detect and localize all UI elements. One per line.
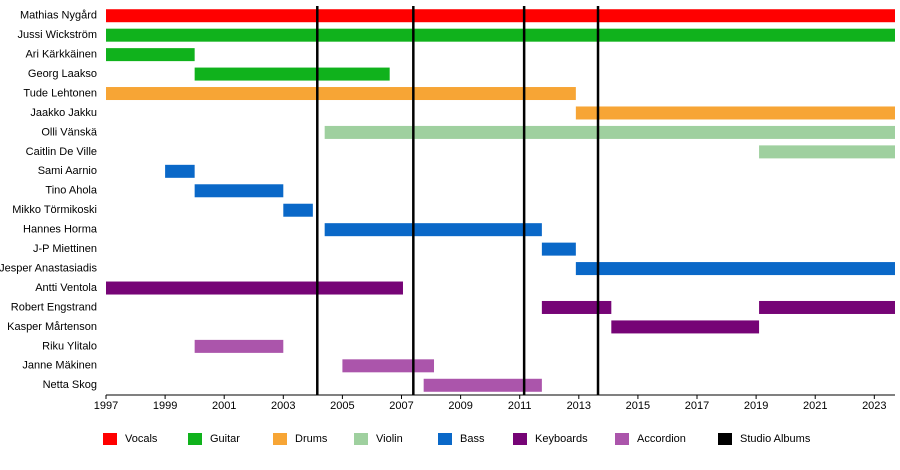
legend-swatch: [273, 433, 287, 445]
legend-label: Violin: [376, 433, 403, 445]
x-tick-label: 2019: [744, 400, 768, 412]
member-bar: [106, 48, 195, 62]
member-label: Sami Aarnio: [38, 165, 97, 177]
x-tick-label: 2007: [389, 400, 413, 412]
member-label: Robert Engstrand: [11, 301, 97, 313]
legend-label: Studio Albums: [740, 433, 811, 445]
member-bar: [611, 320, 760, 334]
member-label: Kasper Mårtenson: [7, 321, 97, 333]
legend-swatch: [354, 433, 368, 445]
member-label: Antti Ventola: [35, 282, 98, 294]
legend-label: Guitar: [210, 433, 240, 445]
member-label: Jaakko Jakku: [30, 107, 97, 119]
legend-label: Bass: [460, 433, 485, 445]
member-bar: [194, 67, 390, 81]
member-label: Janne Mäkinen: [22, 360, 97, 372]
member-label: Hannes Horma: [23, 224, 98, 236]
member-bar: [106, 281, 403, 295]
legend-label: Keyboards: [535, 433, 588, 445]
member-bar: [194, 184, 284, 198]
member-bar: [759, 300, 895, 314]
member-bar: [541, 242, 576, 256]
member-bar: [541, 300, 612, 314]
legend-label: Accordion: [637, 433, 686, 445]
member-bar: [759, 145, 895, 159]
member-bar: [283, 203, 313, 217]
member-bar: [342, 359, 435, 373]
x-tick-label: 2009: [448, 400, 472, 412]
member-bar: [165, 164, 195, 178]
member-bar: [575, 262, 895, 276]
member-label: Caitlin De Ville: [26, 146, 97, 158]
member-bar: [324, 125, 895, 139]
legend-label: Vocals: [125, 433, 158, 445]
member-label: Mikko Törmikoski: [12, 204, 97, 216]
legend-swatch: [718, 433, 732, 445]
legend-swatch: [513, 433, 527, 445]
member-label: Jussi Wickström: [18, 29, 97, 41]
x-tick-label: 2005: [330, 400, 354, 412]
x-tick-label: 2013: [567, 400, 591, 412]
legend-swatch: [438, 433, 452, 445]
x-tick-label: 2011: [508, 400, 532, 412]
member-label: Tino Ahola: [45, 185, 97, 197]
member-bar: [106, 28, 895, 42]
legend-swatch: [103, 433, 117, 445]
member-label: J-P Miettinen: [33, 243, 97, 255]
legend-swatch: [188, 433, 202, 445]
legend-swatch: [615, 433, 629, 445]
member-bar: [194, 339, 284, 353]
member-bar: [423, 378, 542, 392]
member-label: Georg Laakso: [28, 68, 97, 80]
x-tick-label: 1997: [94, 400, 118, 412]
x-tick-label: 2023: [862, 400, 886, 412]
member-bar: [324, 223, 542, 237]
member-label: Riku Ylitalo: [42, 340, 97, 352]
member-label: Olli Vänskä: [41, 126, 98, 138]
member-label: Tude Lehtonen: [23, 87, 97, 99]
member-label: Jesper Anastasiadis: [0, 262, 97, 274]
x-tick-label: 2015: [626, 400, 650, 412]
member-bar: [106, 9, 895, 23]
member-bar: [106, 87, 576, 101]
member-label: Mathias Nygård: [20, 10, 97, 22]
x-tick-label: 2021: [803, 400, 827, 412]
x-tick-label: 2003: [271, 400, 295, 412]
member-label: Netta Skog: [43, 379, 97, 391]
member-bar: [575, 106, 895, 120]
x-tick-label: 1999: [153, 400, 177, 412]
member-label: Ari Kärkkäinen: [25, 49, 97, 61]
x-tick-label: 2001: [212, 400, 236, 412]
x-tick-label: 2017: [685, 400, 709, 412]
legend-label: Drums: [295, 433, 328, 445]
